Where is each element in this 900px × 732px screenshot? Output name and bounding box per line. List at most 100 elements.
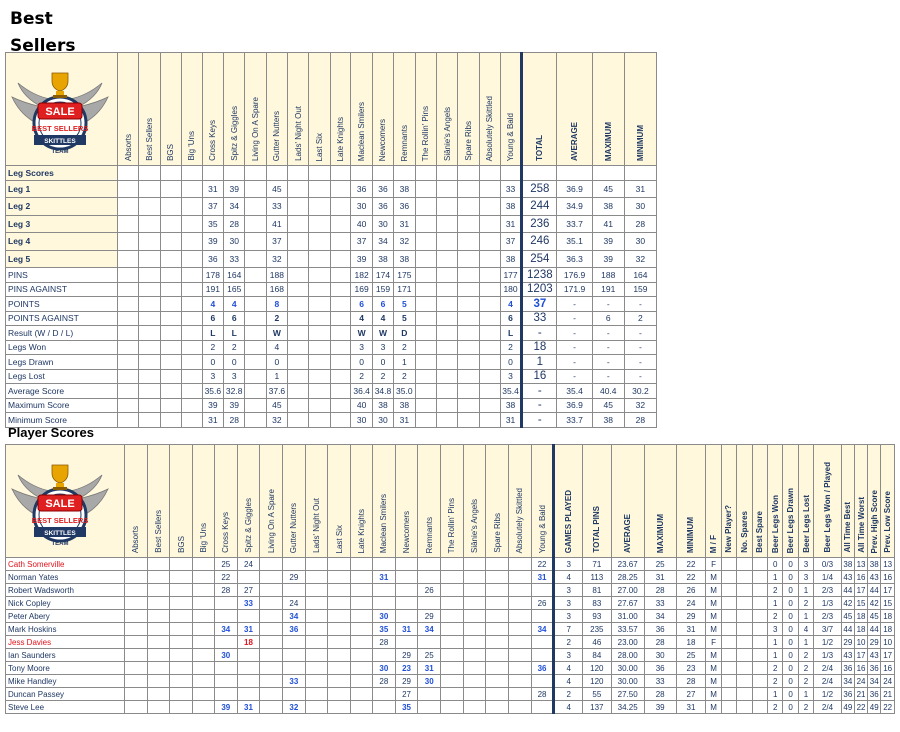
- score-cell: [287, 281, 310, 297]
- player-score-cell: [508, 557, 532, 571]
- player-stat-cell: 3/7: [813, 622, 842, 636]
- row-label: Result (W / D / L): [5, 325, 118, 341]
- score-cell: [244, 214, 267, 233]
- player-score-cell: [146, 609, 171, 623]
- score-cell: 37: [499, 232, 523, 251]
- row-label: POINTS: [5, 296, 118, 312]
- score-cell: [457, 296, 480, 312]
- summary-header-label: TOTAL: [535, 135, 545, 161]
- player-stat-header: AVERAGE: [610, 444, 645, 558]
- score-cell: 2: [393, 339, 416, 355]
- table-row: Leg 1 31 39 45 36 36 38 33 258 36.9 45 31: [5, 179, 658, 198]
- score-cell: 5: [393, 296, 416, 312]
- score-cell: [138, 383, 161, 399]
- score-cell: [180, 249, 203, 268]
- player-score-cell: [169, 622, 193, 636]
- team-name: Best Sellers: [153, 510, 163, 553]
- team-header: Gutter Nutters: [282, 444, 306, 558]
- player-score-cell: 27: [394, 687, 419, 701]
- score-cell: [478, 214, 501, 233]
- score-cell: D: [393, 325, 416, 341]
- score-cell: [308, 310, 331, 326]
- player-stat-cell: [720, 635, 738, 649]
- score-cell: 2: [499, 339, 523, 355]
- team-name: Siânie's Angels: [442, 106, 452, 161]
- score-cell: [116, 310, 140, 326]
- score-cell: [478, 232, 501, 251]
- player-stat-cell: [751, 583, 768, 597]
- summary-cell: 33.7: [556, 412, 593, 428]
- summary-cell: -: [556, 325, 593, 341]
- score-cell: [414, 339, 437, 355]
- score-cell: 30: [371, 214, 395, 233]
- score-cell: [180, 397, 203, 413]
- score-cell: 2: [223, 339, 246, 355]
- player-name: Cath Somerville: [5, 557, 125, 571]
- player-stat-cell: 17: [853, 648, 869, 662]
- score-cell: [116, 249, 140, 268]
- player-score-cell: [327, 687, 352, 701]
- empty-cell: [371, 165, 395, 181]
- player-stat-cell: 0/3: [813, 557, 842, 571]
- player-stat-cell: 43: [867, 570, 882, 584]
- player-stat-cell: [751, 622, 768, 636]
- player-score-cell: [530, 700, 555, 714]
- player-score-cell: [440, 661, 464, 675]
- empty-cell: [265, 165, 289, 181]
- logo-badge-text: SALE: [45, 106, 74, 118]
- score-cell: [435, 339, 459, 355]
- summary-cell: 35.4: [556, 383, 593, 399]
- score-cell: 4: [350, 310, 373, 326]
- player-stat-header-label: AVERAGE: [623, 514, 633, 553]
- score-cell: 33: [499, 179, 523, 198]
- player-score-cell: [191, 674, 215, 688]
- player-stat-cell: M: [705, 674, 722, 688]
- summary-cell: 1238: [520, 267, 558, 283]
- player-stat-cell: 34: [643, 609, 677, 623]
- player-score-cell: [236, 648, 261, 662]
- score-cell: 36: [201, 249, 225, 268]
- player-score-cell: [236, 687, 261, 701]
- team-header: The Rollin' Pins: [440, 444, 464, 558]
- score-cell: [138, 249, 161, 268]
- score-cell: [435, 296, 459, 312]
- team-header: Young & Bald: [499, 52, 523, 166]
- score-cell: [329, 368, 352, 384]
- score-cell: [159, 179, 182, 198]
- score-cell: [116, 339, 140, 355]
- player-score-cell: [169, 661, 193, 675]
- score-cell: [435, 397, 459, 413]
- team-header: Absorts: [123, 444, 148, 558]
- summary-cell: 33: [520, 310, 558, 326]
- score-cell: [478, 368, 501, 384]
- team-header: Late Knights: [329, 52, 352, 166]
- player-score-cell: 30: [372, 661, 396, 675]
- player-score-cell: [327, 700, 352, 714]
- summary-cell: 45: [591, 179, 625, 198]
- player-stat-cell: 2: [797, 700, 815, 714]
- table-row: POINTS 4 4 8 6 6 5 4 37- - -: [5, 296, 658, 312]
- summary-cell: -: [623, 354, 658, 370]
- score-cell: 3: [350, 339, 373, 355]
- team-name: Newcomers: [378, 118, 388, 161]
- score-cell: [329, 383, 352, 399]
- score-cell: 30: [223, 232, 246, 251]
- score-cell: [244, 197, 267, 216]
- player-score-cell: [123, 622, 148, 636]
- summary-cell: 258: [520, 179, 558, 198]
- score-cell: [435, 354, 459, 370]
- player-row: Mark Hoskins 34 31 36 35 31 34 34 7 235 33.57 36 31 M…: [5, 622, 895, 636]
- score-cell: [244, 179, 267, 198]
- player-score-cell: [508, 583, 532, 597]
- score-cell: [435, 412, 459, 428]
- player-score-cell: [259, 570, 283, 584]
- player-score-cell: [440, 648, 464, 662]
- score-cell: [308, 325, 331, 341]
- team-header: Best Sellers: [146, 444, 171, 558]
- score-cell: 0: [265, 354, 289, 370]
- player-score-cell: 26: [530, 596, 555, 610]
- page-title-line1: Best: [10, 9, 53, 29]
- score-cell: [287, 339, 310, 355]
- team-header: Siânie's Angels: [435, 52, 459, 166]
- player-stat-header: Prev. Low Score: [880, 444, 895, 558]
